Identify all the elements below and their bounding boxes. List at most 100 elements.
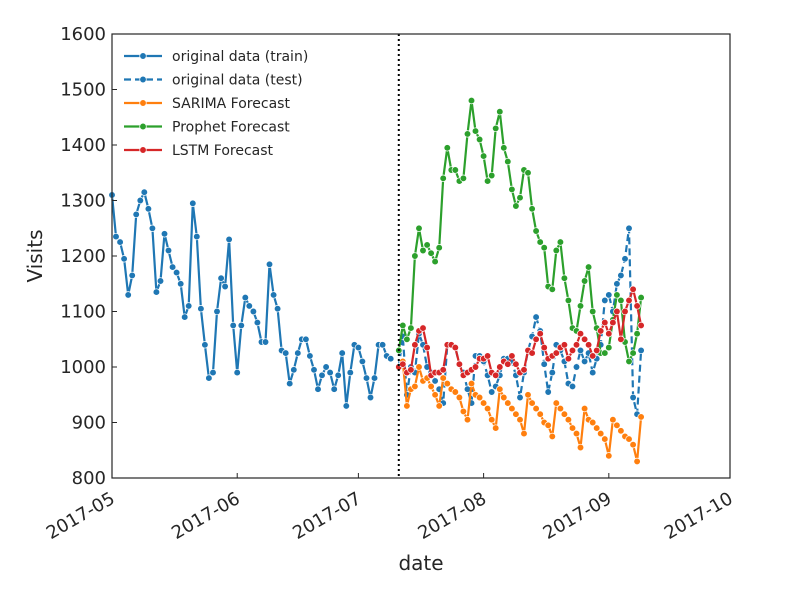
legend-marker-0	[139, 52, 147, 60]
data-point	[593, 346, 601, 355]
data-point	[564, 355, 573, 363]
data-point	[520, 429, 528, 438]
data-point	[568, 382, 577, 391]
data-point	[431, 377, 439, 385]
data-point	[479, 399, 488, 407]
data-point	[504, 157, 512, 166]
data-point	[621, 255, 629, 263]
data-point	[229, 321, 237, 330]
data-point	[540, 360, 548, 368]
data-point	[334, 371, 342, 379]
data-point	[584, 341, 593, 349]
data-point	[185, 302, 193, 310]
data-point	[419, 324, 427, 332]
data-point	[197, 305, 205, 313]
data-point	[536, 410, 544, 418]
data-point	[532, 313, 540, 321]
data-point	[217, 274, 225, 282]
data-point	[532, 335, 540, 343]
data-point	[378, 341, 387, 349]
data-point	[322, 363, 330, 371]
data-point	[205, 374, 213, 382]
legend-marker-3	[139, 122, 147, 131]
data-point	[290, 366, 298, 374]
data-point	[483, 177, 492, 185]
data-point	[597, 327, 605, 335]
data-point	[479, 152, 488, 160]
data-point	[443, 144, 451, 152]
data-point	[560, 274, 569, 282]
data-point	[544, 421, 552, 429]
data-point	[463, 416, 472, 424]
y-tick-label: 1100	[60, 302, 106, 323]
data-point	[625, 435, 633, 443]
data-point	[358, 357, 367, 366]
data-point	[548, 368, 556, 377]
data-point	[617, 271, 625, 280]
data-point	[613, 307, 621, 316]
data-point	[637, 293, 645, 302]
data-point	[318, 371, 326, 379]
data-point	[601, 318, 609, 327]
data-point	[261, 338, 270, 346]
data-point	[524, 391, 532, 399]
data-point	[589, 368, 597, 377]
data-point	[629, 285, 637, 293]
data-point	[152, 288, 161, 296]
data-point	[492, 124, 500, 133]
legend-label-4: LSTM Forecast	[172, 143, 274, 159]
data-point	[172, 268, 181, 277]
data-point	[580, 404, 589, 413]
data-point	[451, 388, 459, 396]
data-point	[120, 255, 128, 263]
data-point	[532, 404, 540, 413]
data-point	[500, 393, 508, 402]
data-point	[245, 302, 253, 310]
y-tick-label: 1500	[60, 80, 106, 101]
data-point	[552, 349, 560, 357]
data-point	[576, 302, 585, 310]
data-point	[584, 263, 593, 271]
data-point	[605, 330, 613, 338]
data-point	[435, 402, 443, 410]
data-point	[488, 171, 496, 180]
data-point	[621, 307, 629, 316]
data-point	[576, 346, 585, 355]
data-point	[140, 188, 148, 196]
data-point	[370, 374, 379, 382]
data-point	[164, 246, 173, 255]
data-point	[492, 371, 500, 379]
data-point	[492, 424, 500, 432]
data-point	[580, 335, 589, 343]
data-point	[548, 432, 556, 441]
data-point	[132, 210, 140, 219]
data-point	[593, 424, 601, 432]
data-point	[633, 457, 641, 466]
data-point	[112, 232, 120, 241]
data-point	[496, 385, 504, 393]
data-point	[637, 346, 645, 355]
data-point	[423, 343, 431, 352]
y-tick-label: 1200	[60, 246, 106, 267]
legend-marker-1	[139, 75, 147, 84]
data-point	[524, 169, 532, 177]
data-point	[564, 296, 573, 305]
y-tick-label: 1400	[60, 135, 106, 156]
data-point	[330, 385, 338, 393]
data-point	[282, 349, 290, 357]
data-point	[536, 330, 544, 338]
data-point	[609, 416, 617, 424]
data-point	[500, 144, 508, 152]
data-point	[475, 393, 484, 402]
data-point	[346, 368, 354, 377]
data-point	[512, 202, 520, 210]
y-tick-label: 1000	[60, 357, 106, 378]
data-point	[399, 360, 407, 368]
data-point	[435, 244, 443, 252]
data-point	[633, 330, 641, 338]
data-point	[601, 296, 609, 305]
y-tick-label: 1300	[60, 191, 106, 212]
data-point	[568, 346, 577, 355]
data-point	[302, 335, 310, 343]
data-point	[273, 305, 282, 313]
